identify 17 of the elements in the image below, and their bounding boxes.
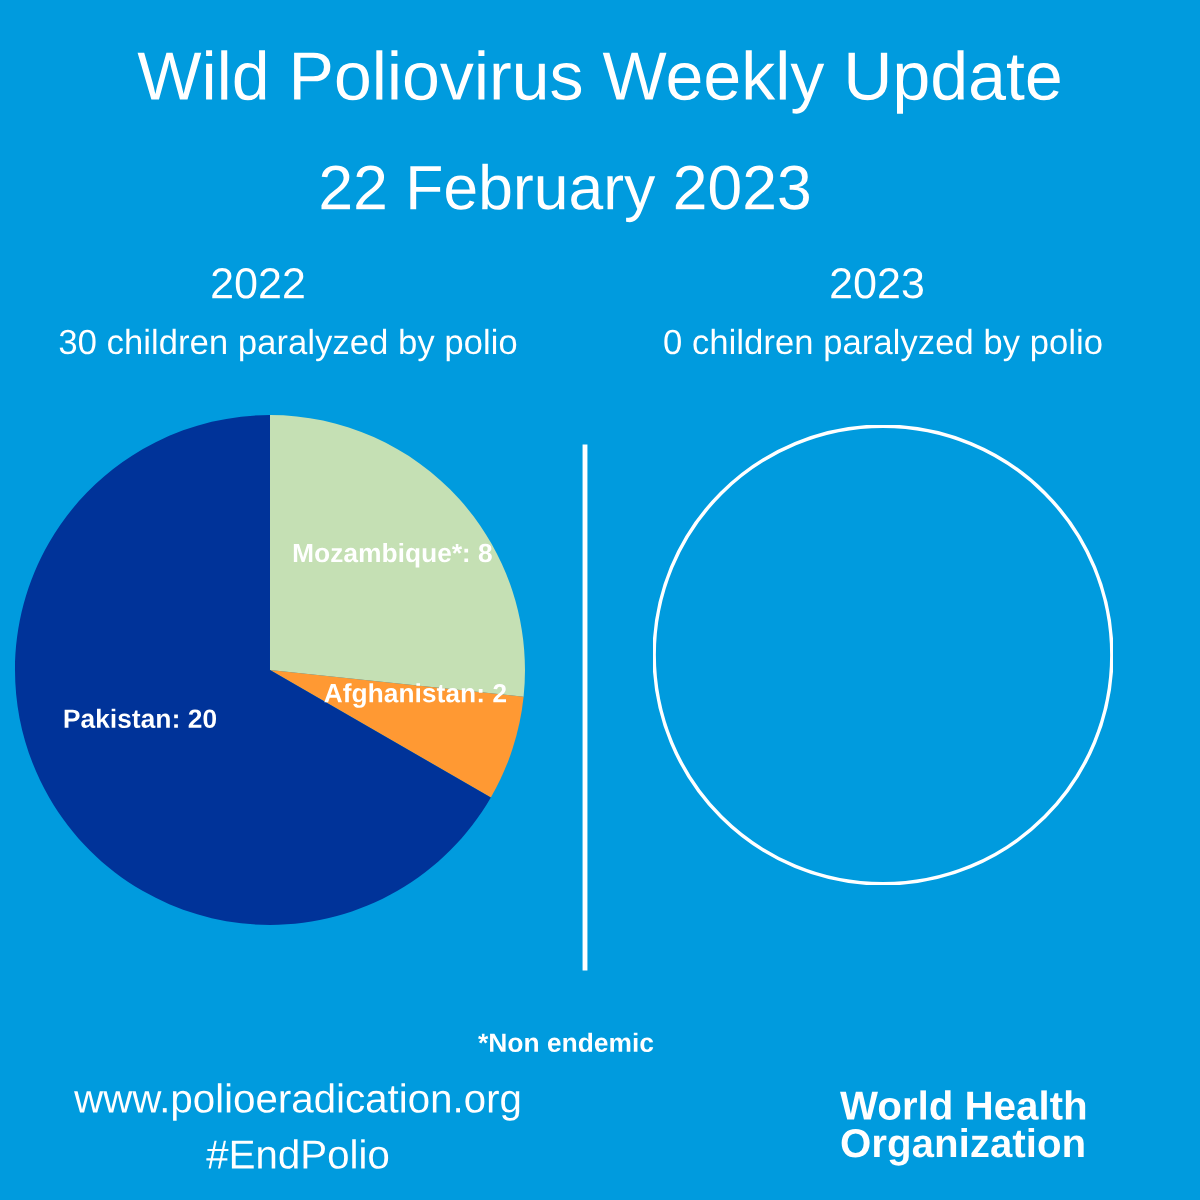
text: Wild Poliovirus Weekly Update	[137, 50, 1060, 114]
slice-label: Pakistan	[64, 708, 170, 729]
text: www.polioeradication.org	[74, 1083, 520, 1121]
pie-slice	[270, 670, 524, 798]
text: *Non endemic	[478, 1032, 654, 1053]
data-label: : 20	[174, 709, 217, 729]
chart-subtitle: 30 children paralyzed by polio	[59, 328, 517, 362]
text: 0 children paralyzed by polio	[664, 328, 1102, 362]
text: World Health Organization	[840, 1090, 1086, 1166]
text: #EndPolio	[206, 1139, 389, 1169]
pie-slice	[15, 415, 491, 925]
slice-label: Afghanistan	[324, 683, 475, 708]
text: 22 February 2023	[321, 163, 809, 223]
chart-title: 2022	[212, 268, 304, 299]
data-label: : 8	[464, 543, 492, 563]
text: 2023	[831, 268, 923, 299]
slice-label: Mozambique*	[293, 542, 463, 568]
